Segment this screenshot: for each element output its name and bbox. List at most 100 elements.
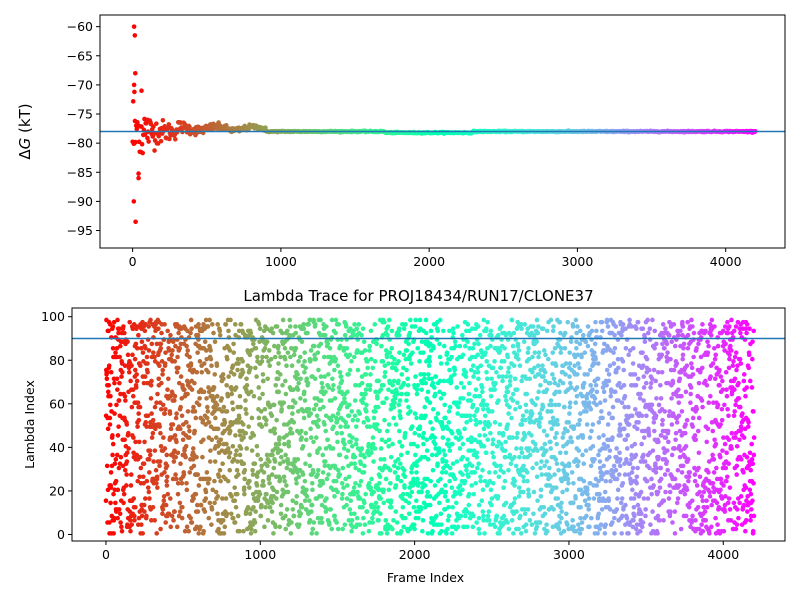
lambda-point bbox=[450, 326, 456, 331]
lambda-point bbox=[309, 480, 315, 486]
lambda-point bbox=[409, 470, 414, 475]
lambda-point bbox=[106, 363, 112, 369]
lambda-point bbox=[428, 478, 433, 484]
lambda-point bbox=[626, 404, 631, 410]
lambda-point bbox=[550, 328, 556, 334]
lambda-point bbox=[421, 372, 427, 377]
lambda-point bbox=[648, 522, 653, 527]
lambda-point bbox=[666, 439, 671, 445]
lambda-point bbox=[451, 330, 456, 336]
lambda-point bbox=[233, 385, 239, 390]
lambda-point bbox=[605, 470, 610, 475]
lambda-point bbox=[108, 485, 114, 490]
lambda-point bbox=[104, 463, 110, 469]
lambda-point bbox=[516, 485, 522, 490]
lambda-point bbox=[138, 522, 144, 527]
lambda-point bbox=[472, 413, 477, 419]
lambda-point bbox=[447, 448, 453, 453]
lambda-point bbox=[674, 420, 680, 425]
lambda-point bbox=[111, 491, 116, 497]
lambda-point bbox=[652, 345, 657, 351]
lambda-point bbox=[576, 448, 582, 453]
lambda-point bbox=[196, 483, 202, 488]
y-tick--95: −95 bbox=[67, 223, 100, 238]
lambda-point bbox=[608, 393, 614, 399]
lambda-point bbox=[236, 415, 242, 421]
lambda-point bbox=[569, 385, 574, 390]
lambda-point bbox=[402, 430, 408, 436]
lambda-point bbox=[342, 332, 348, 338]
lambda-point bbox=[373, 409, 378, 414]
lambda-point bbox=[437, 317, 443, 323]
lambda-point bbox=[406, 511, 412, 517]
lambda-point bbox=[250, 472, 256, 477]
lambda-point bbox=[334, 417, 340, 423]
lambda-point bbox=[621, 383, 627, 388]
lambda-point bbox=[341, 485, 346, 490]
lambda-point bbox=[427, 359, 433, 364]
lambda-point bbox=[677, 443, 682, 449]
lambda-point bbox=[139, 513, 145, 519]
lambda-point bbox=[625, 433, 631, 438]
lambda-point bbox=[523, 528, 529, 534]
lambda-point bbox=[420, 518, 426, 523]
lambda-point bbox=[252, 528, 258, 534]
lambda-point bbox=[696, 465, 701, 471]
lambda-point bbox=[680, 356, 685, 362]
lambda-point bbox=[174, 411, 179, 416]
lambda-point bbox=[647, 326, 653, 331]
lambda-point bbox=[117, 354, 122, 360]
lambda-point bbox=[575, 463, 580, 469]
lambda-point bbox=[205, 480, 211, 486]
lambda-point bbox=[510, 398, 516, 403]
lambda-point bbox=[644, 413, 649, 419]
lambda-point bbox=[329, 398, 334, 403]
lambda-point bbox=[295, 457, 301, 462]
lambda-point bbox=[350, 524, 356, 530]
lambda-point bbox=[133, 385, 139, 390]
lambda-point bbox=[432, 385, 437, 390]
lambda-point bbox=[645, 496, 651, 501]
lambda-point bbox=[543, 448, 549, 453]
lambda-point bbox=[269, 326, 275, 331]
lambda-point bbox=[419, 387, 425, 392]
lambda-point bbox=[370, 515, 375, 521]
lambda-point bbox=[438, 361, 444, 366]
lambda-point bbox=[415, 383, 421, 388]
lambda-point bbox=[110, 324, 116, 329]
lambda-point bbox=[353, 424, 359, 429]
lambda-point bbox=[492, 387, 498, 392]
lambda-point bbox=[417, 424, 423, 429]
lambda-point bbox=[645, 330, 651, 336]
lambda-point bbox=[280, 487, 285, 493]
lambda-point bbox=[322, 332, 328, 338]
lambda-point bbox=[284, 465, 290, 471]
lambda-point bbox=[497, 531, 502, 536]
lambda-point bbox=[648, 380, 654, 386]
lambda-point bbox=[169, 435, 175, 440]
lambda-point bbox=[256, 415, 262, 421]
lambda-point bbox=[147, 448, 153, 453]
lambda-point bbox=[396, 332, 402, 338]
lambda-point bbox=[603, 522, 608, 527]
lambda-point bbox=[255, 354, 260, 360]
lambda-point bbox=[501, 359, 507, 364]
lambda-point bbox=[594, 483, 600, 488]
lambda-point bbox=[667, 489, 673, 495]
lambda-point bbox=[311, 520, 317, 525]
lambda-point bbox=[412, 411, 418, 416]
lambda-point bbox=[689, 498, 695, 504]
lambda-point bbox=[188, 361, 194, 366]
lambda-point bbox=[377, 428, 382, 434]
lambda-point bbox=[133, 341, 139, 347]
lambda-point bbox=[460, 396, 466, 401]
lambda-point bbox=[621, 367, 627, 373]
lambda-point bbox=[162, 322, 167, 327]
lambda-point bbox=[165, 387, 170, 392]
lambda-point bbox=[593, 356, 598, 362]
lambda-point bbox=[351, 485, 357, 490]
lambda-point bbox=[462, 426, 467, 432]
lambda-point bbox=[163, 520, 168, 525]
lambda-point bbox=[205, 324, 211, 329]
lambda-point bbox=[467, 380, 472, 386]
